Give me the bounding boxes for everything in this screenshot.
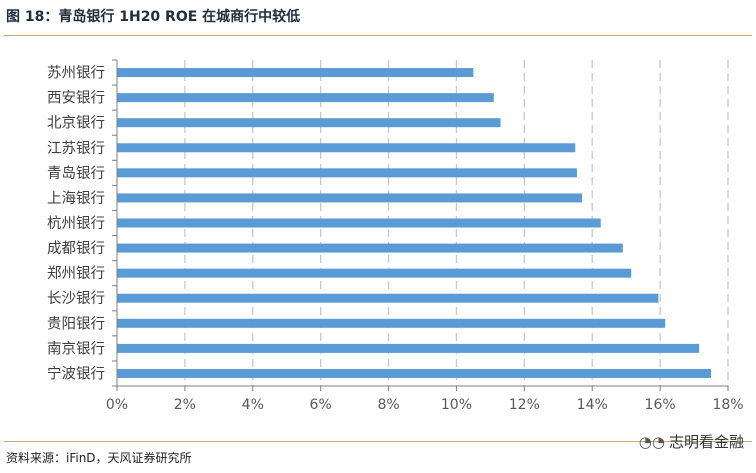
x-tick-label: 0% [106, 397, 128, 413]
chart-title: 图 18：青岛银行 1H20 ROE 在城商行中较低 [6, 9, 301, 25]
x-tick-label: 10% [441, 397, 472, 413]
category-label: 苏州银行 [47, 65, 105, 82]
bar [117, 218, 601, 228]
x-tick-label: 4% [242, 397, 264, 413]
bar [117, 93, 494, 103]
category-label: 贵阳银行 [47, 315, 105, 332]
x-tick-label: 8% [377, 397, 399, 413]
category-label: 北京银行 [47, 115, 105, 132]
footer-divider [4, 441, 752, 442]
category-label: 南京银行 [47, 340, 105, 357]
watermark-text: 志明看金融 [668, 433, 744, 451]
bar [117, 343, 700, 353]
x-tick-label: 2% [174, 397, 196, 413]
bar [117, 143, 576, 153]
category-label: 西安银行 [47, 90, 105, 107]
bar [117, 368, 712, 378]
category-label: 长沙银行 [47, 290, 105, 307]
x-tick-label: 12% [509, 397, 540, 413]
bar [117, 318, 666, 328]
category-label: 青岛银行 [47, 165, 105, 182]
category-label: 杭州银行 [47, 215, 105, 232]
bar [117, 268, 632, 278]
category-label: 郑州银行 [47, 265, 105, 282]
bar [117, 118, 501, 128]
category-label: 上海银行 [47, 190, 105, 207]
title-divider [4, 35, 752, 36]
source-note: 资料来源：iFinD，天风证券研究所 [6, 451, 192, 465]
wechat-icon: ◔◔ [638, 432, 665, 451]
x-tick-label: 6% [310, 397, 332, 413]
bar [117, 293, 659, 303]
category-label: 江苏银行 [47, 140, 105, 157]
bar [117, 68, 474, 78]
category-label: 成都银行 [47, 240, 105, 257]
watermark: ◔◔ 志明看金融 [639, 431, 744, 452]
x-tick-label: 18% [712, 397, 743, 413]
x-tick-label: 16% [645, 397, 676, 413]
x-tick-label: 14% [577, 397, 608, 413]
bar [117, 168, 577, 178]
bar [117, 193, 583, 203]
category-label: 宁波银行 [47, 365, 105, 382]
bar [117, 243, 623, 253]
